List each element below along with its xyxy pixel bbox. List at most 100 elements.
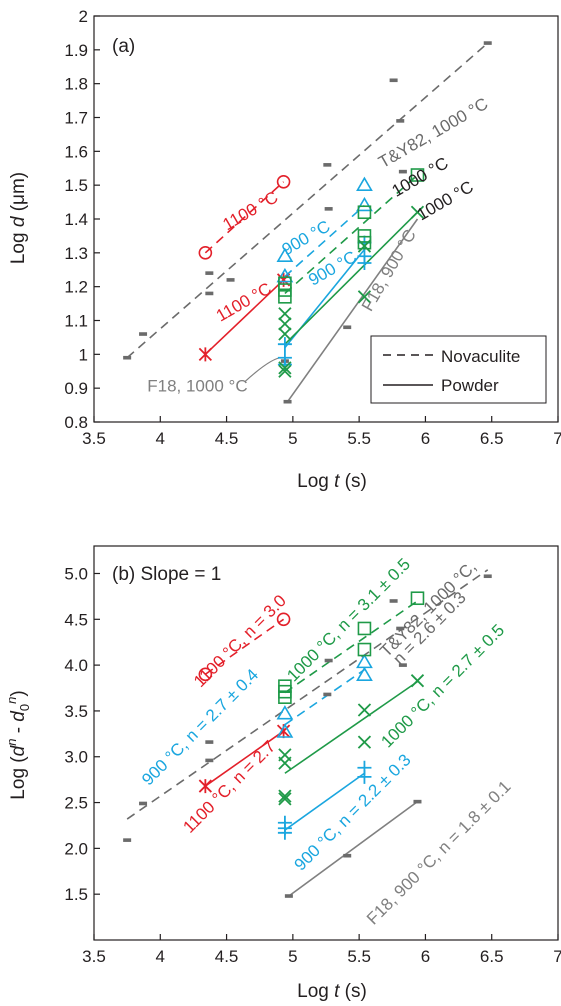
y-tick-label: 1.9 <box>64 41 88 60</box>
data-point-dash <box>398 169 407 174</box>
panel-a: 3.5 4 4.5 5 5.5 6 6.5 7 0.8 0.9 1 1.1 1.2 1.3 1.4 1.5 1… <box>8 7 561 492</box>
data-point-dash <box>389 78 398 83</box>
x-tick-label: 6 <box>421 947 430 966</box>
y-label-end: ) <box>8 690 29 696</box>
data-point-dash <box>324 658 333 663</box>
data-point-dash <box>483 574 492 579</box>
data-point-dash <box>343 853 352 858</box>
y-tick-label: 1.6 <box>64 142 88 161</box>
y-tick-label: 1.5 <box>64 885 88 904</box>
data-point-square <box>357 235 372 250</box>
data-point-dash <box>398 663 407 667</box>
data-point-cross <box>278 792 292 806</box>
x-label-italic: t <box>334 471 340 492</box>
panel-a-data-points <box>123 41 492 404</box>
data-point-square <box>410 591 425 606</box>
y-tick-label: 4.5 <box>64 610 88 629</box>
data-point-dash <box>123 838 132 842</box>
data-point-square <box>357 642 372 657</box>
y-label-italic2: d <box>8 710 29 722</box>
panel-b-plot-frame <box>93 545 559 941</box>
legend-solid-label: Powder <box>441 376 499 395</box>
data-point-square <box>278 690 292 704</box>
data-point-square <box>278 290 292 304</box>
y-tick-label: 1.2 <box>64 278 88 297</box>
x-label-text: Log <box>297 471 334 492</box>
data-point-asterisk <box>198 779 212 794</box>
y-label-italic: d <box>8 215 29 227</box>
data-point-plus <box>357 255 372 270</box>
data-point-cross <box>357 735 372 749</box>
solid-fit-line <box>204 730 285 787</box>
panel-b-data-points <box>123 574 492 898</box>
data-point-cross <box>357 290 372 304</box>
dashed-fit-line <box>126 42 489 359</box>
data-point-dash <box>205 291 214 296</box>
x-tick-label: 6.5 <box>480 947 504 966</box>
data-point-dash <box>396 626 405 631</box>
data-point-square <box>357 621 372 636</box>
data-point-triangle <box>356 666 373 681</box>
y-tick-label: 4.0 <box>64 656 88 675</box>
x-tick-label: 7 <box>553 947 561 966</box>
data-point-asterisk <box>198 347 212 362</box>
x-tick-label: 6 <box>421 429 430 448</box>
legend: Novaculite Powder <box>370 335 547 404</box>
y-tick-label: 1.7 <box>64 109 88 128</box>
panel-b-fit-lines <box>126 569 489 897</box>
solid-fit-line <box>284 772 365 831</box>
panel-a-x-axis-label: Log t (s) <box>297 471 367 492</box>
panel-a-label: (a) <box>112 36 135 57</box>
x-tick-label: 7 <box>553 429 561 448</box>
panel-b-x-axis-label: Log t (s) <box>297 981 367 1002</box>
data-point-dash <box>396 119 405 123</box>
dashed-fit-line <box>126 569 489 820</box>
y-label-italic: d <box>8 744 29 756</box>
data-point-dash <box>324 207 333 211</box>
panel-b-x-ticks: 3.5 4 4.5 5 5.5 6 6.5 7 <box>82 934 561 966</box>
solid-fit-line <box>284 211 419 345</box>
data-point-dash <box>205 758 214 763</box>
x-tick-label: 5.5 <box>347 947 371 966</box>
data-point-dash <box>139 332 148 336</box>
data-point-dash <box>323 163 332 167</box>
data-point-triangle <box>356 196 373 212</box>
dashed-fit-line <box>284 204 365 278</box>
x-tick-label: 5.5 <box>347 429 371 448</box>
y-tick-label: 5.0 <box>64 564 88 583</box>
data-point-plus <box>357 769 372 784</box>
data-point-cross <box>278 361 292 375</box>
data-point-dash <box>483 41 492 45</box>
data-point-plus <box>277 825 292 840</box>
y-tick-label: 1 <box>79 345 88 364</box>
solid-fit-line <box>288 800 418 897</box>
y-label-mid: - <box>8 722 29 739</box>
data-point-cross <box>278 789 292 803</box>
data-point-triangle <box>276 705 294 720</box>
legend-box <box>370 335 547 404</box>
y-label-sup: n <box>4 739 19 746</box>
data-point-dash <box>205 271 214 275</box>
annotation-label: 900 °C <box>305 247 360 290</box>
data-point-dash <box>389 599 398 603</box>
y-tick-label: 2 <box>79 7 88 26</box>
data-point-dash <box>284 894 293 898</box>
data-point-cross <box>278 327 292 341</box>
panel-a-fit-lines <box>126 42 489 403</box>
panel-b-label: (b) Slope = 1 <box>112 564 221 585</box>
panel-a-y-ticks: 0.8 0.9 1 1.1 1.2 1.3 1.4 1.5 1.6 1.7 1.8 1.9 2 <box>64 7 100 432</box>
data-point-triangle <box>276 267 294 283</box>
x-label-italic: t <box>334 981 340 1002</box>
y-tick-label: 0.8 <box>64 413 88 432</box>
data-point-cross <box>278 756 292 770</box>
panel-a-x-ticks: 3.5 4 4.5 5 5.5 6 6.5 7 <box>82 416 561 448</box>
solid-fit-line <box>284 680 418 774</box>
data-point-dash <box>343 325 352 330</box>
dashed-fit-line <box>284 669 365 726</box>
data-point-circle <box>198 667 213 682</box>
data-point-dash <box>123 355 132 360</box>
panel-b: 3.5 4 4.5 5 5.5 6 6.5 7 1.5 2.0 2.5 3.0 3.5 4.0 4.5 5.… <box>4 545 561 1002</box>
data-point-triangle <box>276 247 294 263</box>
